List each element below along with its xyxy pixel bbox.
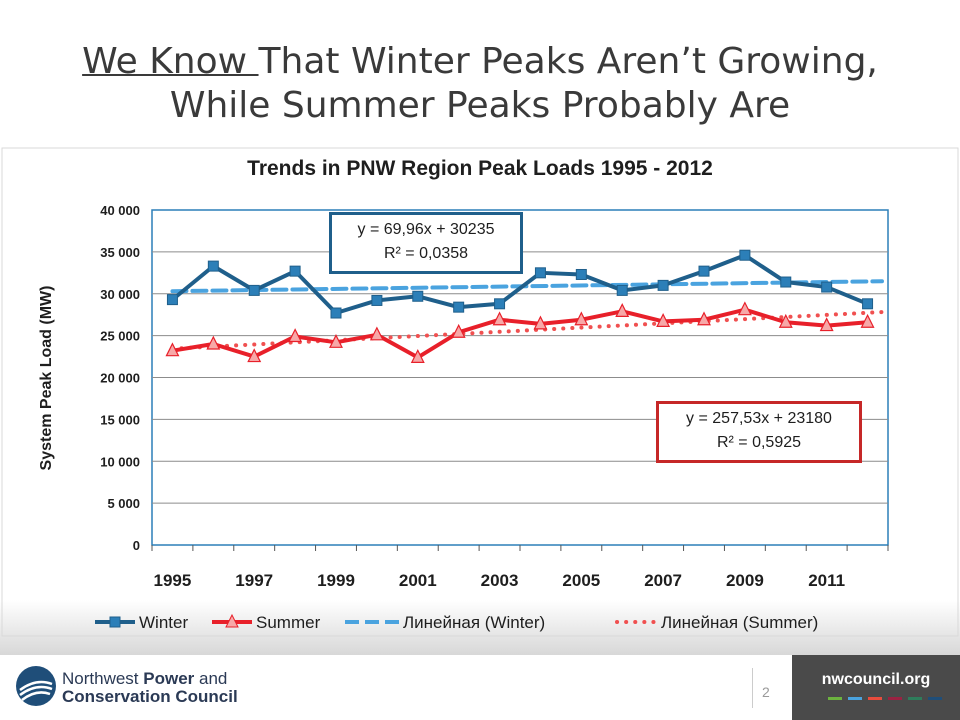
x-tick-label: 1999 (317, 571, 355, 590)
summer-point (533, 315, 548, 330)
x-tick-label: 2011 (808, 571, 845, 590)
summer-point (451, 323, 466, 338)
summer-equation: y = 257,53x + 23180 (686, 410, 832, 427)
winter-equation: y = 69,96x + 30235 (357, 221, 495, 238)
winter-point (862, 298, 874, 310)
winter-r2: R² = 0,0358 (383, 245, 469, 262)
y-tick-label: 5 000 (107, 496, 140, 511)
footer-divider (752, 668, 753, 708)
winter-point (494, 298, 506, 310)
summer-point (410, 349, 425, 363)
y-tick-label: 0 (133, 538, 140, 553)
org-line1-normal: Northwest (62, 669, 144, 688)
winter-point (739, 249, 751, 261)
summer-point (288, 328, 303, 343)
brand-panel: nwcouncil.org (792, 655, 960, 720)
winter-equation-box: y = 69,96x + 30235 R² = 0,0358 (329, 212, 523, 274)
legend-label: Winter (139, 613, 188, 632)
winter-point (821, 281, 833, 293)
x-tick-label: 2005 (562, 571, 600, 590)
winter-point (371, 294, 383, 306)
trendline (170, 310, 884, 351)
chart-title: Trends in PNW Region Peak Loads 1995 - 2… (247, 157, 713, 180)
x-tick-label: 2001 (399, 571, 437, 590)
footer-shade (0, 600, 960, 660)
brand-url[interactable]: nwcouncil.org (821, 671, 931, 688)
summer-point (574, 311, 589, 326)
winter-point (534, 267, 546, 279)
series-line (172, 307, 868, 360)
brand-dash (868, 697, 882, 700)
y-tick-label: 30 000 (100, 287, 140, 302)
x-tick-label: 2003 (481, 571, 519, 590)
y-tick-label: 35 000 (100, 245, 140, 260)
winter-point (330, 307, 342, 319)
trendline (170, 279, 884, 294)
y-tick-label: 20 000 (100, 371, 140, 386)
org-line1: Northwest Power and (62, 670, 238, 688)
x-tick-label: 2009 (726, 571, 764, 590)
x-tick-label: 1995 (154, 571, 192, 590)
y-tick-label: 25 000 (100, 329, 140, 344)
title-underlined-text: We Know (82, 41, 259, 82)
summer-point (492, 311, 507, 326)
title-rest-text: That Winter Peaks Aren’t Growing, (258, 41, 878, 82)
page-number: 2 (762, 684, 770, 700)
summer-equation-box: y = 257,53x + 23180 R² = 0,5925 (656, 401, 862, 463)
y-tick-label: 10 000 (100, 454, 140, 469)
legend-marker-summer (225, 613, 239, 628)
winter-point (453, 301, 465, 313)
summer-r2: R² = 0,5925 (716, 434, 802, 451)
brand-dash (888, 697, 902, 700)
legend-label: Линейная (Summer) (661, 613, 818, 632)
winter-point (780, 276, 792, 288)
brand-dash (848, 697, 862, 700)
council-logo-icon (16, 666, 56, 706)
org-name: Northwest Power and Conservation Council (62, 670, 238, 706)
summer-point (860, 313, 875, 328)
legend-label: Summer (256, 613, 321, 632)
summer-point (369, 326, 384, 341)
slide-title: We Know That Winter Peaks Aren’t Growing… (0, 40, 960, 128)
summer-point (329, 333, 343, 348)
summer-point (206, 335, 221, 350)
brand-dashes (828, 697, 942, 700)
summer-point (165, 342, 180, 357)
legend-label: Линейная (Winter) (403, 613, 545, 632)
winter-point (166, 294, 178, 306)
y-axis-label: System Peak Load (MW) (38, 286, 55, 471)
x-tick-label: 1997 (235, 571, 273, 590)
summer-point (656, 313, 671, 327)
legend-marker-winter (109, 616, 121, 628)
summer-point (247, 348, 262, 363)
summer-point (819, 317, 834, 332)
winter-point (698, 265, 710, 277)
summer-point (697, 311, 711, 326)
slide-title-line2: While Summer Peaks Probably Are (169, 85, 791, 126)
brand-dash (928, 697, 942, 700)
peak-load-chart: 0 5 000 10 000 15 000 20 000 25 000 30 000 35 0… (1, 147, 959, 637)
org-line2: Conservation Council (62, 687, 238, 706)
org-line1-end: and (194, 669, 228, 688)
series-line (171, 253, 869, 316)
winter-point (575, 268, 587, 280)
summer-point (778, 313, 793, 328)
summer-point (737, 301, 752, 316)
y-tick-label: 40 000 (100, 203, 140, 218)
org-line1-bold: Power (143, 669, 195, 688)
winter-point (616, 284, 628, 296)
chart-frame (1, 147, 959, 637)
summer-point (615, 302, 630, 317)
winter-point (412, 290, 424, 302)
brand-dash (828, 697, 842, 700)
slide-title-line1: We Know That Winter Peaks Aren’t Growing… (0, 40, 960, 84)
y-tick-label: 15 000 (100, 412, 140, 427)
winter-point (657, 279, 669, 291)
brand-dash (908, 697, 922, 700)
winter-point (248, 284, 260, 296)
winter-point (207, 260, 219, 272)
x-tick-label: 2007 (644, 571, 682, 590)
winter-point (289, 265, 301, 277)
